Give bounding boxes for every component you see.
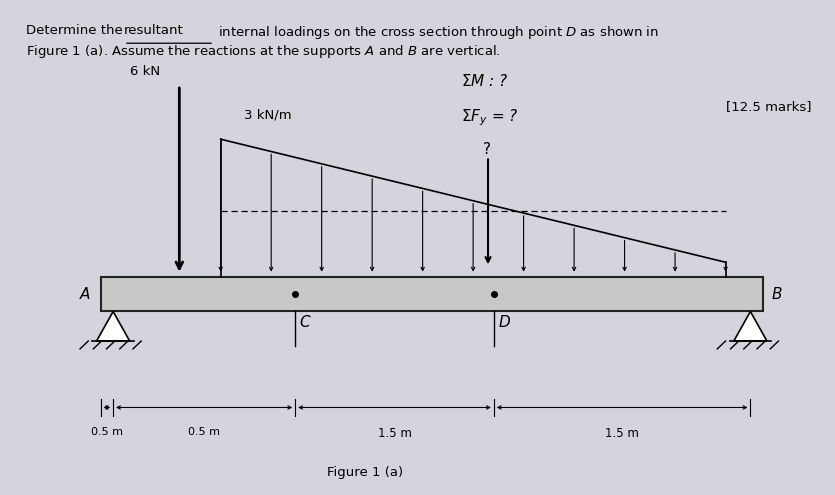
- Text: $\Sigma F_y$ = ?: $\Sigma F_y$ = ?: [461, 107, 519, 128]
- Text: $C$: $C$: [299, 314, 312, 330]
- Text: $D$: $D$: [498, 314, 511, 330]
- Text: $A$: $A$: [78, 286, 91, 302]
- Text: $\Sigma M$ : ?: $\Sigma M$ : ?: [461, 73, 509, 89]
- Text: Figure 1 (a): Figure 1 (a): [327, 466, 403, 479]
- Text: ?: ?: [483, 142, 491, 157]
- Text: 3 kN/m: 3 kN/m: [244, 109, 291, 122]
- Polygon shape: [734, 311, 767, 341]
- Text: 1.5 m: 1.5 m: [605, 427, 639, 440]
- Text: [12.5 marks]: [12.5 marks]: [726, 100, 811, 113]
- Text: internal loadings on the cross section through point $D$ as shown in: internal loadings on the cross section t…: [214, 24, 659, 41]
- Text: Determine the: Determine the: [26, 24, 127, 37]
- Polygon shape: [97, 311, 129, 341]
- Bar: [101, 277, 763, 311]
- Text: 0.5 m: 0.5 m: [188, 427, 220, 437]
- Text: resultant: resultant: [124, 24, 184, 37]
- Text: 0.5 m: 0.5 m: [91, 427, 123, 437]
- Text: 1.5 m: 1.5 m: [377, 427, 412, 440]
- Text: $B$: $B$: [771, 286, 782, 302]
- Text: Figure 1 (a). Assume the reactions at the supports $A$ and $B$ are vertical.: Figure 1 (a). Assume the reactions at th…: [26, 43, 501, 60]
- Text: 6 kN: 6 kN: [129, 65, 159, 78]
